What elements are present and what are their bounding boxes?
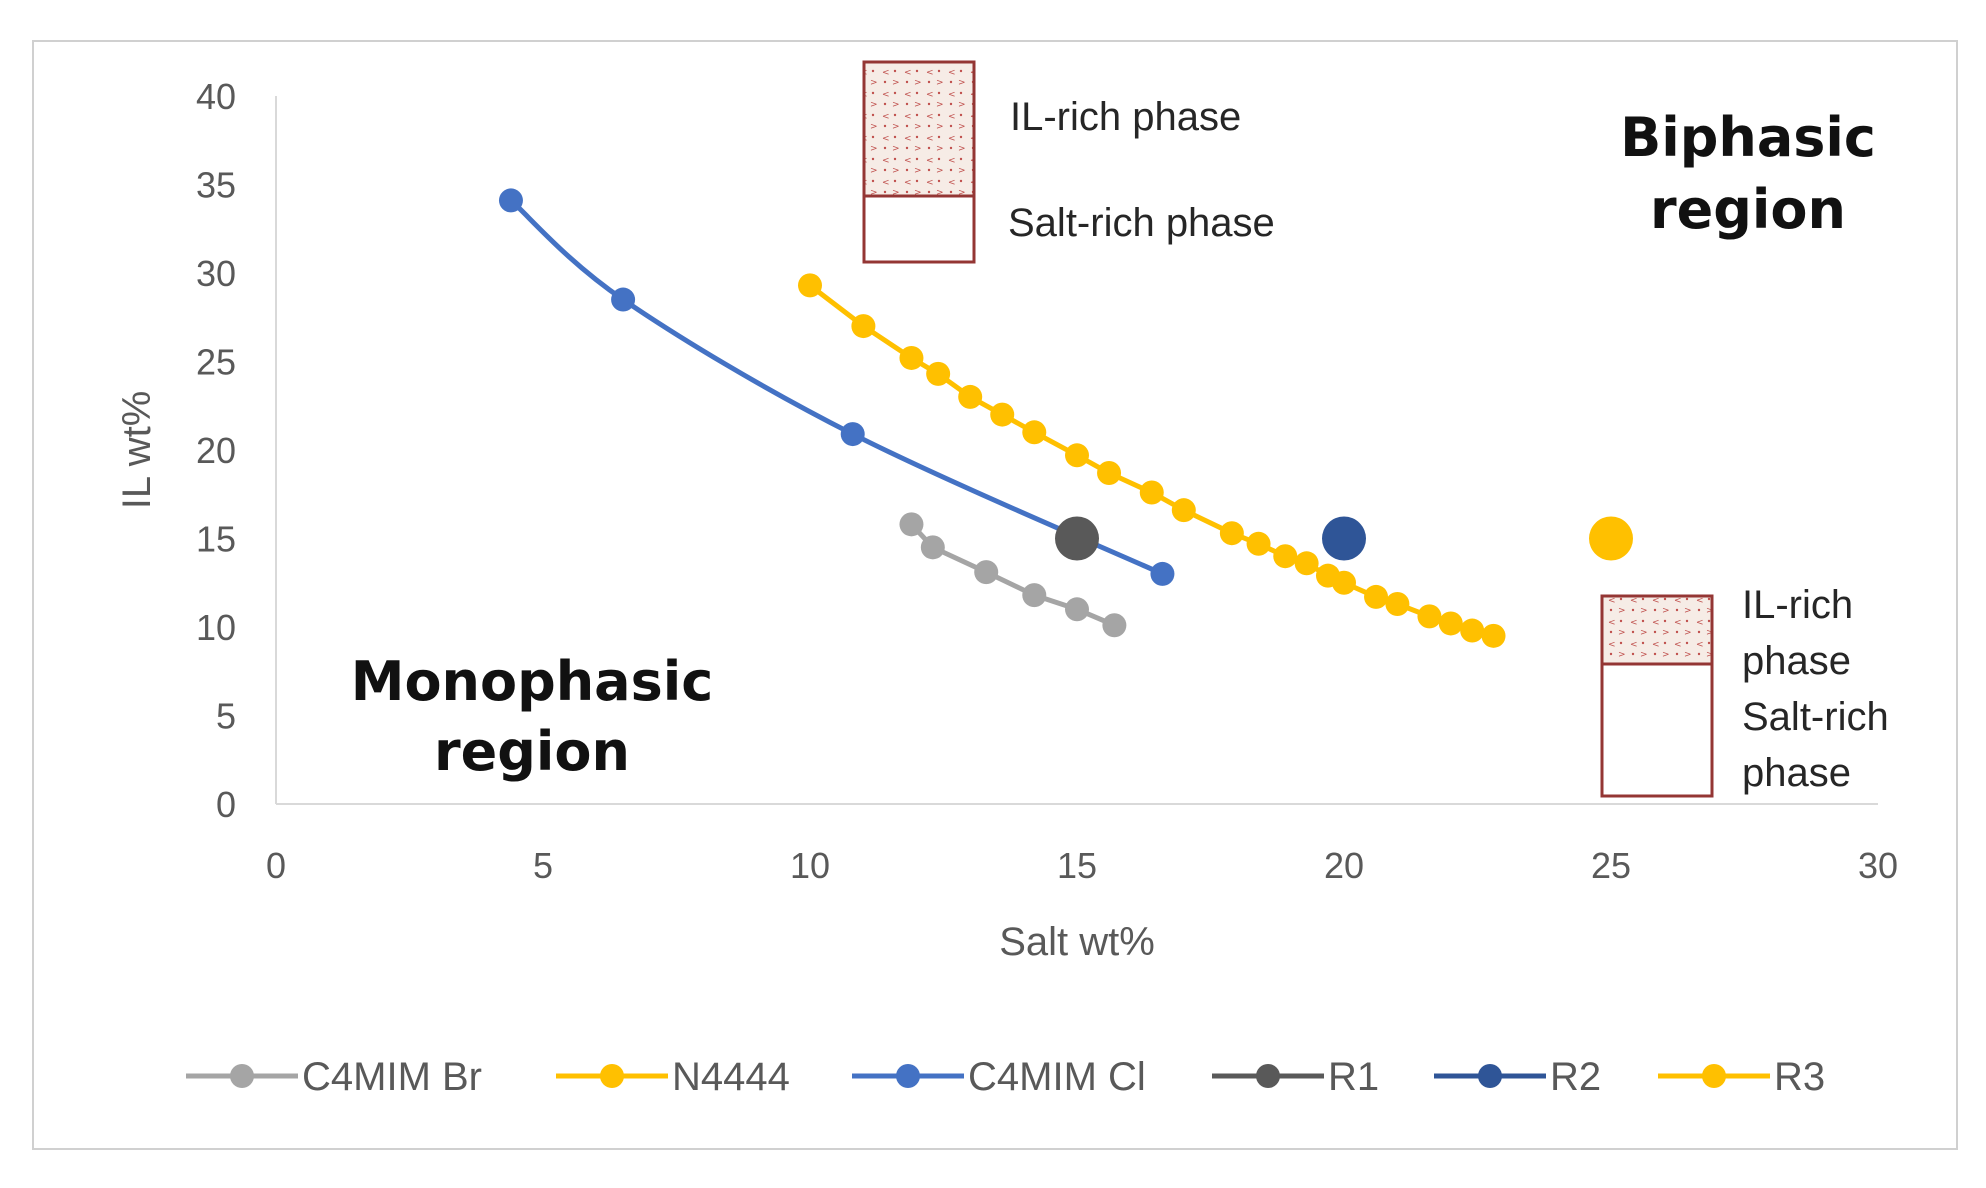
x-tick-label: 25 — [1591, 845, 1631, 886]
data-point-n4444 — [1273, 544, 1298, 569]
legend-swatch-marker — [1702, 1064, 1726, 1088]
biphasic-label-line1: Biphasic — [1620, 106, 1876, 169]
legend-item-r3: R3 — [1658, 1055, 1825, 1099]
series-line-c4mim-cl — [509, 198, 1164, 577]
data-point-c4mim-br — [1065, 597, 1089, 622]
y-axis-title: IL wt% — [115, 391, 159, 510]
data-point-c4mim-br — [899, 512, 924, 537]
data-point-c4mim-cl — [1150, 561, 1175, 586]
top-box-salt-rich-fill — [862, 194, 976, 264]
series-r3 — [1589, 516, 1633, 561]
y-tick-label: 30 — [196, 253, 236, 294]
legend-label: R1 — [1328, 1055, 1379, 1099]
data-point-n4444 — [1139, 480, 1164, 505]
data-point-n4444 — [798, 273, 822, 298]
top-box-salt-rich-label: Salt-rich phase — [1008, 201, 1275, 245]
legend-item-c4mim-cl: C4MIM Cl — [852, 1055, 1146, 1099]
x-tick-label: 30 — [1858, 845, 1898, 886]
x-tick-label: 20 — [1324, 845, 1364, 886]
series-c4mim-cl — [498, 188, 1175, 586]
x-tick-label: 15 — [1057, 845, 1097, 886]
legend-item-r2: R2 — [1434, 1055, 1601, 1099]
data-point-n4444 — [851, 314, 876, 339]
monophasic-label-line2: region — [434, 720, 630, 783]
x-tick-label: 0 — [266, 845, 286, 886]
top-box-il-rich-fill — [862, 60, 976, 198]
data-point-n4444 — [1171, 498, 1196, 523]
data-point-n4444 — [958, 384, 983, 409]
data-point-n4444 — [1097, 461, 1122, 486]
data-point-n4444 — [1385, 591, 1410, 616]
x-tick-labels: 0 5 10 15 20 25 30 — [266, 845, 1898, 886]
data-point-n4444 — [1332, 570, 1356, 595]
data-point-c4mim-cl — [611, 287, 636, 312]
x-tick-label: 10 — [790, 845, 830, 886]
series-r2 — [1322, 516, 1366, 561]
series-c4mim-br — [899, 512, 1127, 638]
x-axis-title: Salt wt% — [999, 920, 1155, 964]
data-point-r2 — [1322, 516, 1366, 561]
side-box-salt-rich-label-line1: Salt-rich — [1742, 695, 1889, 739]
y-tick-label: 0 — [216, 784, 236, 825]
data-point-n4444 — [1022, 420, 1047, 445]
series-n4444 — [798, 273, 1506, 648]
data-point-n4444 — [1438, 611, 1463, 636]
legend-swatch-marker — [600, 1064, 624, 1088]
y-tick-label: 5 — [216, 696, 236, 737]
data-point-n4444 — [1246, 531, 1271, 556]
y-tick-label: 25 — [196, 342, 236, 383]
data-point-c4mim-br — [920, 535, 945, 560]
data-point-n4444 — [926, 361, 951, 386]
y-tick-label: 35 — [196, 165, 236, 206]
legend-swatch-marker — [896, 1064, 920, 1088]
y-tick-label: 20 — [196, 430, 236, 471]
data-point-r1 — [1055, 516, 1099, 561]
side-box-il-rich-fill — [1600, 594, 1714, 666]
data-point-n4444 — [1364, 584, 1389, 609]
data-point-c4mim-br — [974, 560, 999, 585]
legend-label: R3 — [1774, 1055, 1825, 1099]
legend-swatch-marker — [230, 1064, 254, 1088]
legend-swatch-marker — [1256, 1064, 1280, 1088]
data-point-n4444 — [1481, 623, 1506, 648]
legend-label: R2 — [1550, 1055, 1601, 1099]
series-layer — [498, 188, 1633, 648]
series-r1 — [1055, 516, 1099, 561]
top-phase-box — [862, 60, 976, 264]
legend-swatch-marker — [1478, 1064, 1502, 1088]
data-point-n4444 — [1065, 443, 1089, 468]
y-tick-label: 40 — [196, 76, 236, 117]
legend-label: N4444 — [672, 1055, 790, 1099]
monophasic-label-line1: Monophasic — [351, 650, 714, 713]
side-box-salt-rich-fill — [1600, 662, 1714, 798]
legend-label: C4MIM Cl — [968, 1055, 1146, 1099]
data-point-c4mim-br — [1022, 583, 1047, 608]
legend-label: C4MIM Br — [302, 1055, 482, 1099]
side-box-il-rich-label-line2: phase — [1742, 639, 1851, 683]
data-point-n4444 — [899, 345, 924, 370]
side-box-il-rich-label-line1: IL-rich — [1742, 583, 1853, 627]
legend-item-c4mim-br: C4MIM Br — [186, 1055, 482, 1099]
side-box-salt-rich-label-line2: phase — [1742, 751, 1851, 795]
biphasic-label-line2: region — [1650, 178, 1846, 241]
legend-item-r1: R1 — [1212, 1055, 1379, 1099]
data-point-c4mim-cl — [498, 188, 523, 213]
data-point-n4444 — [1417, 604, 1442, 629]
top-box-il-rich-label: IL-rich phase — [1010, 95, 1241, 139]
data-point-n4444 — [990, 402, 1015, 427]
y-tick-label: 10 — [196, 607, 236, 648]
legend-item-n4444: N4444 — [556, 1055, 790, 1099]
y-tick-labels: 0 5 10 15 20 25 30 35 40 — [196, 76, 236, 825]
data-point-n4444 — [1219, 521, 1244, 546]
data-point-n4444 — [1460, 618, 1485, 643]
side-phase-box — [1600, 594, 1714, 798]
data-point-c4mim-br — [1102, 613, 1127, 638]
legend: C4MIM Br N4444 C4MIM Cl R1 R2 R3 — [186, 1055, 1825, 1099]
data-point-r3 — [1589, 516, 1633, 561]
y-tick-label: 15 — [196, 519, 236, 560]
data-point-n4444 — [1294, 551, 1319, 576]
x-tick-label: 5 — [533, 845, 553, 886]
data-point-c4mim-cl — [840, 422, 865, 447]
